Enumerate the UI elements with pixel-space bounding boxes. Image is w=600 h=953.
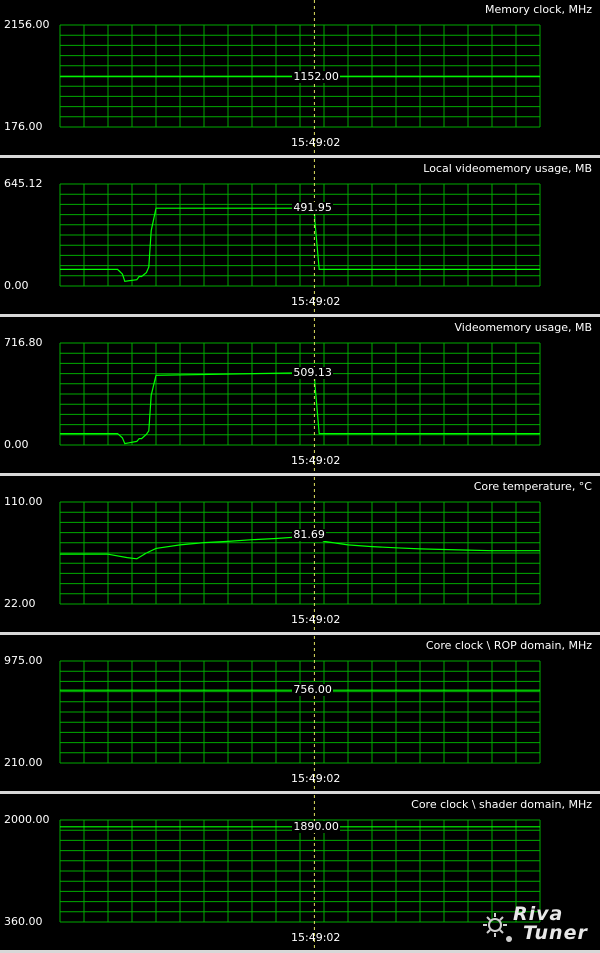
graph-panel-2[interactable]: Videomemory usage, MB 716.80 0.00 15:49:02 5… — [0, 318, 600, 473]
cursor-value: 509.13 — [292, 365, 333, 379]
panel-separator[interactable] — [0, 632, 600, 635]
graph-panel-3[interactable]: Core temperature, °C 110.00 22.00 15:49:02 8… — [0, 477, 600, 632]
graph-title: Local videomemory usage, MB — [423, 162, 592, 175]
time-label: 15:49:02 — [291, 295, 341, 308]
y-max-label: 975.00 — [4, 654, 43, 667]
graph-canvas — [59, 477, 541, 632]
graph-panel-1[interactable]: Local videomemory usage, MB 645.12 0.00 15:… — [0, 159, 600, 314]
y-min-label: 176.00 — [4, 120, 43, 133]
series-line — [60, 207, 540, 282]
time-label: 15:49:02 — [291, 136, 341, 149]
grid — [59, 819, 541, 923]
panel-separator[interactable] — [0, 314, 600, 317]
time-label: 15:49:02 — [291, 931, 341, 944]
grid — [59, 501, 541, 605]
grid — [59, 660, 541, 764]
grid — [59, 24, 541, 128]
grid — [59, 183, 541, 287]
y-max-label: 2000.00 — [4, 813, 50, 826]
graph-title: Core clock \ shader domain, MHz — [411, 798, 592, 811]
graph-canvas — [59, 795, 541, 950]
rivatuner-logo: Riva Tuner — [479, 903, 594, 945]
y-max-label: 716.80 — [4, 336, 43, 349]
graph-canvas — [59, 636, 541, 791]
graph-panel-4[interactable]: Core clock \ ROP domain, MHz 975.00 210.00… — [0, 636, 600, 791]
panel-separator[interactable] — [0, 473, 600, 476]
panel-separator[interactable] — [0, 155, 600, 158]
graph-title: Videomemory usage, MB — [454, 321, 593, 334]
graph-panel-5[interactable]: Core clock \ shader domain, MHz 2000.00 36… — [0, 795, 600, 950]
time-label: 15:49:02 — [291, 772, 341, 785]
cursor-value: 81.69 — [292, 527, 326, 541]
time-label: 15:49:02 — [291, 613, 341, 626]
panel-separator[interactable] — [0, 791, 600, 794]
graph-canvas — [59, 159, 541, 314]
series-line — [60, 534, 540, 560]
y-max-label: 645.12 — [4, 177, 43, 190]
graph-panel-0[interactable]: Memory clock, MHz 2156.00 176.00 15:49:02 11… — [0, 0, 600, 155]
y-min-label: 210.00 — [4, 756, 43, 769]
logo-text-line1: Riva — [513, 903, 564, 925]
graph-canvas — [59, 0, 541, 155]
graph-title: Core temperature, °C — [473, 480, 592, 493]
graph-canvas — [59, 318, 541, 473]
grid — [59, 342, 541, 446]
y-min-label: 22.00 — [4, 597, 36, 610]
cursor-value: 1890.00 — [292, 819, 340, 833]
y-min-label: 0.00 — [4, 279, 29, 292]
gear-icon — [483, 913, 512, 942]
logo-text-line2: Tuner — [523, 922, 588, 944]
y-min-label: 0.00 — [4, 438, 29, 451]
time-label: 15:49:02 — [291, 454, 341, 467]
y-max-label: 110.00 — [4, 495, 43, 508]
graph-title: Memory clock, MHz — [484, 3, 592, 16]
cursor-value: 756.00 — [292, 683, 333, 697]
graph-title: Core clock \ ROP domain, MHz — [425, 639, 592, 652]
y-max-label: 2156.00 — [4, 18, 50, 31]
y-min-label: 360.00 — [4, 915, 43, 928]
cursor-value: 491.95 — [292, 201, 333, 215]
cursor-value: 1152.00 — [292, 69, 340, 83]
